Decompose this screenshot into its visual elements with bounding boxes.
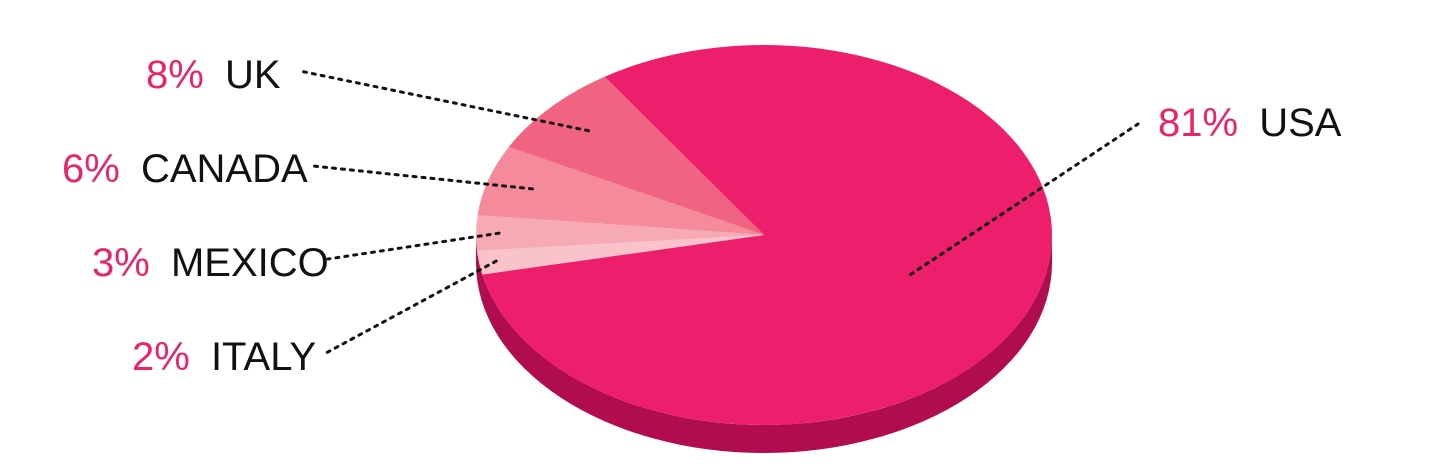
label-canada-category: CANADA: [141, 147, 308, 191]
label-uk-category: UK: [225, 53, 281, 97]
label-mexico: 3% MEXICO: [92, 241, 329, 285]
label-uk: 8% UK: [146, 53, 281, 97]
leader-line-layer: [298, 69, 1140, 355]
leader-line-uk: [298, 69, 590, 133]
leader-line-italy: [324, 259, 498, 355]
label-italy: 2% ITALY: [132, 335, 316, 379]
label-canada-percent: 6%: [62, 147, 120, 191]
label-usa-category: USA: [1259, 101, 1342, 145]
pie-slice-layer: [476, 45, 1053, 425]
pie-slice-usa: [482, 45, 1053, 425]
label-usa-percent: 81%: [1158, 101, 1238, 145]
label-canada: 6% CANADA: [62, 147, 308, 191]
pie-slice-uk: [508, 76, 764, 235]
label-usa: 81% USA: [1158, 101, 1342, 145]
label-italy-percent: 2%: [132, 335, 190, 379]
pie-slice-canada: [477, 146, 764, 235]
label-uk-percent: 8%: [146, 53, 204, 97]
pie-slice-italy: [477, 235, 764, 275]
leader-line-usa: [909, 122, 1140, 276]
label-mexico-percent: 3%: [92, 241, 150, 285]
pie-slice-mexico: [476, 215, 764, 251]
leader-line-mexico: [326, 231, 501, 261]
label-italy-category: ITALY: [211, 335, 316, 379]
label-mexico-category: MEXICO: [171, 241, 329, 285]
leader-line-canada: [311, 164, 534, 191]
